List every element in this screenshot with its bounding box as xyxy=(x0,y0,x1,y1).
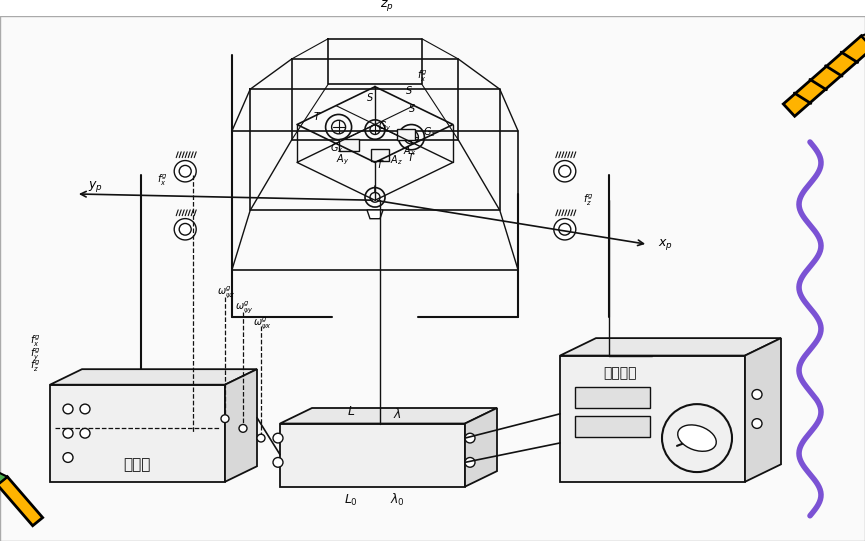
Circle shape xyxy=(174,219,196,240)
Polygon shape xyxy=(225,369,257,482)
Text: $S$: $S$ xyxy=(366,91,374,103)
Text: $T$: $T$ xyxy=(376,158,385,170)
Circle shape xyxy=(257,434,265,442)
Bar xyxy=(397,129,415,141)
Circle shape xyxy=(239,425,247,432)
Polygon shape xyxy=(784,36,865,116)
Text: 控制显示: 控制显示 xyxy=(603,366,637,380)
Text: $f_y^g$: $f_y^g$ xyxy=(30,346,41,361)
Text: $S$: $S$ xyxy=(405,84,413,96)
Circle shape xyxy=(80,428,90,438)
Polygon shape xyxy=(367,210,383,219)
Text: $\lambda$: $\lambda$ xyxy=(393,407,401,421)
Text: $f_z^g$: $f_z^g$ xyxy=(583,193,593,208)
Text: 计算机: 计算机 xyxy=(124,457,151,472)
Bar xyxy=(575,416,650,437)
Text: $f_x^g$: $f_x^g$ xyxy=(30,333,41,349)
Polygon shape xyxy=(862,29,865,48)
Bar xyxy=(339,139,359,150)
Circle shape xyxy=(752,390,762,399)
Text: $A_z$: $A_z$ xyxy=(390,153,402,167)
Text: $\omega_{\psi x}^{g}$: $\omega_{\psi x}^{g}$ xyxy=(253,314,272,331)
Circle shape xyxy=(80,404,90,414)
Polygon shape xyxy=(465,408,497,487)
Text: $T$: $T$ xyxy=(407,151,415,163)
Circle shape xyxy=(63,453,73,463)
Polygon shape xyxy=(560,338,781,355)
Text: $f_x^g$: $f_x^g$ xyxy=(157,172,167,188)
Circle shape xyxy=(465,458,475,467)
Circle shape xyxy=(174,161,196,182)
Text: $L$: $L$ xyxy=(347,405,356,418)
Text: $G_z$: $G_z$ xyxy=(423,126,436,139)
Polygon shape xyxy=(50,369,257,385)
Text: $f_x^g$: $f_x^g$ xyxy=(417,69,427,84)
Polygon shape xyxy=(280,408,497,424)
Circle shape xyxy=(63,404,73,414)
Text: $x_p$: $x_p$ xyxy=(658,237,673,252)
Bar xyxy=(371,149,389,161)
Ellipse shape xyxy=(677,425,716,451)
Polygon shape xyxy=(50,385,225,482)
Polygon shape xyxy=(0,477,42,526)
Text: $A_y$: $A_y$ xyxy=(336,153,349,168)
Circle shape xyxy=(752,419,762,428)
Circle shape xyxy=(221,415,229,423)
Polygon shape xyxy=(0,470,7,485)
Circle shape xyxy=(554,219,576,240)
Text: $z_p$: $z_p$ xyxy=(380,0,394,13)
Text: $y_p$: $y_p$ xyxy=(88,179,103,194)
Text: $G_y$: $G_y$ xyxy=(378,120,392,134)
Text: $G_x$: $G_x$ xyxy=(330,142,343,155)
Text: $f_z^g$: $f_z^g$ xyxy=(30,359,41,374)
Polygon shape xyxy=(280,424,465,487)
Text: $\omega_{\psi y}^{g}$: $\omega_{\psi y}^{g}$ xyxy=(235,299,253,315)
Text: $S$: $S$ xyxy=(407,102,415,114)
Circle shape xyxy=(63,428,73,438)
Text: $A_x$: $A_x$ xyxy=(402,144,416,158)
Text: $T$: $T$ xyxy=(313,110,322,122)
Text: $\omega_{\psi z}^{g}$: $\omega_{\psi z}^{g}$ xyxy=(217,285,235,300)
Circle shape xyxy=(273,458,283,467)
Text: $\lambda_0$: $\lambda_0$ xyxy=(389,492,405,509)
Polygon shape xyxy=(745,338,781,482)
Circle shape xyxy=(465,433,475,443)
Circle shape xyxy=(273,433,283,443)
Circle shape xyxy=(554,161,576,182)
Text: $L_0$: $L_0$ xyxy=(344,493,358,508)
Bar xyxy=(575,387,650,408)
Polygon shape xyxy=(560,355,745,482)
Circle shape xyxy=(662,404,732,472)
